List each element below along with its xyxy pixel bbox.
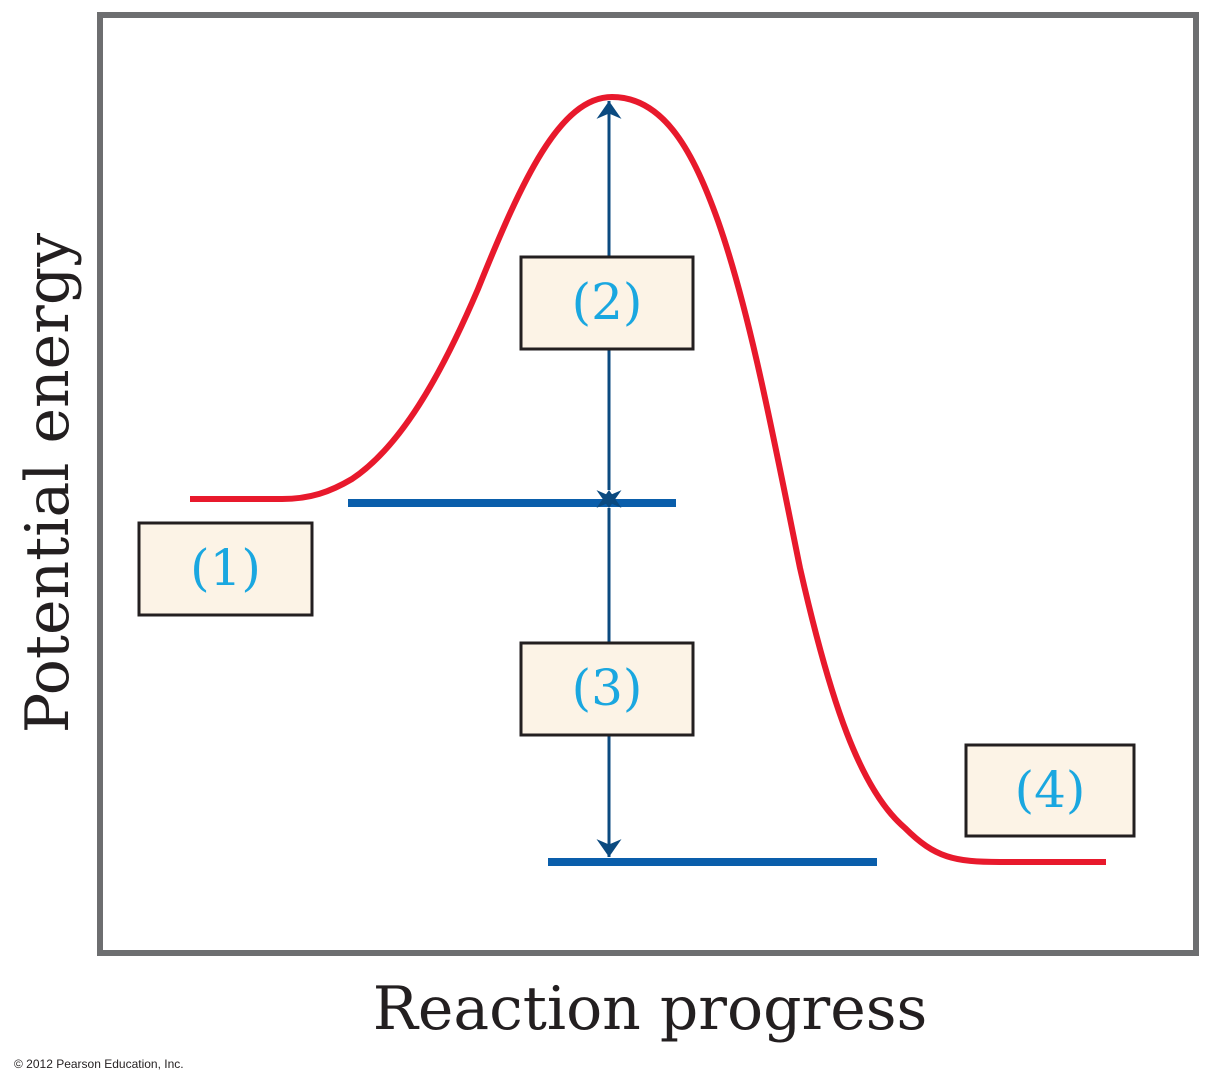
label-box-4: (4) (964, 743, 1136, 838)
label-box-1-text: (1) (190, 539, 261, 597)
label-box-4-text: (4) (1015, 761, 1086, 819)
label-box-3-text: (3) (572, 659, 643, 717)
x-axis-label: Reaction progress (373, 974, 928, 1044)
label-box-1: (1) (137, 521, 314, 617)
y-axis-label: Potential energy (13, 233, 83, 733)
plot-frame (97, 12, 1199, 956)
label-box-3: (3) (519, 641, 695, 737)
label-box-2-text: (2) (572, 273, 643, 331)
copyright-notice: © 2012 Pearson Education, Inc. (14, 1057, 184, 1071)
energy-curve (190, 94, 1106, 865)
label-box-2: (2) (519, 255, 695, 351)
